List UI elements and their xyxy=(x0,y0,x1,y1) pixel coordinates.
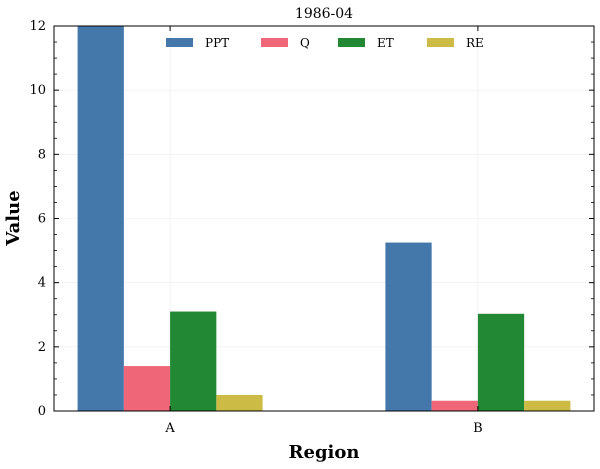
legend-swatch-q xyxy=(261,38,288,47)
plot-frame xyxy=(53,25,595,412)
bar-q-b xyxy=(431,400,478,411)
y-tick-label: 10 xyxy=(29,83,46,98)
bar-ppt-a xyxy=(77,26,124,411)
bar-et-b xyxy=(477,313,525,411)
legend-swatch-re xyxy=(427,38,454,47)
x-axis-title: Region xyxy=(289,442,360,463)
legend: PPT Q ET RE xyxy=(166,36,484,50)
chart-title: 1986-04 xyxy=(295,6,353,22)
y-tick-label: 4 xyxy=(38,276,46,291)
y-tick-label: 0 xyxy=(38,404,46,419)
legend-swatch-ppt xyxy=(166,38,193,47)
y-tick-label: 6 xyxy=(38,212,46,227)
bar-et-a xyxy=(170,311,217,411)
y-axis-title: Value xyxy=(3,190,24,246)
legend-label-re: RE xyxy=(466,36,484,50)
legend-label-ppt: PPT xyxy=(205,36,229,50)
legend-label-q: Q xyxy=(300,36,310,50)
y-tick-label: 8 xyxy=(38,147,46,162)
bar-re-a xyxy=(216,394,263,411)
y-axis: 0 2 4 6 8 10 12 xyxy=(29,19,594,419)
x-tick-label: A xyxy=(164,421,175,436)
legend-swatch-et xyxy=(338,38,365,47)
legend-label-et: ET xyxy=(377,36,394,50)
bar-q-a xyxy=(123,366,171,411)
bar-ppt-b xyxy=(385,242,432,411)
bar-re-b xyxy=(524,400,571,411)
bars xyxy=(77,26,571,411)
y-tick-label: 12 xyxy=(29,19,46,34)
x-tick-label: B xyxy=(473,421,483,436)
y-tick-label: 2 xyxy=(38,340,46,355)
